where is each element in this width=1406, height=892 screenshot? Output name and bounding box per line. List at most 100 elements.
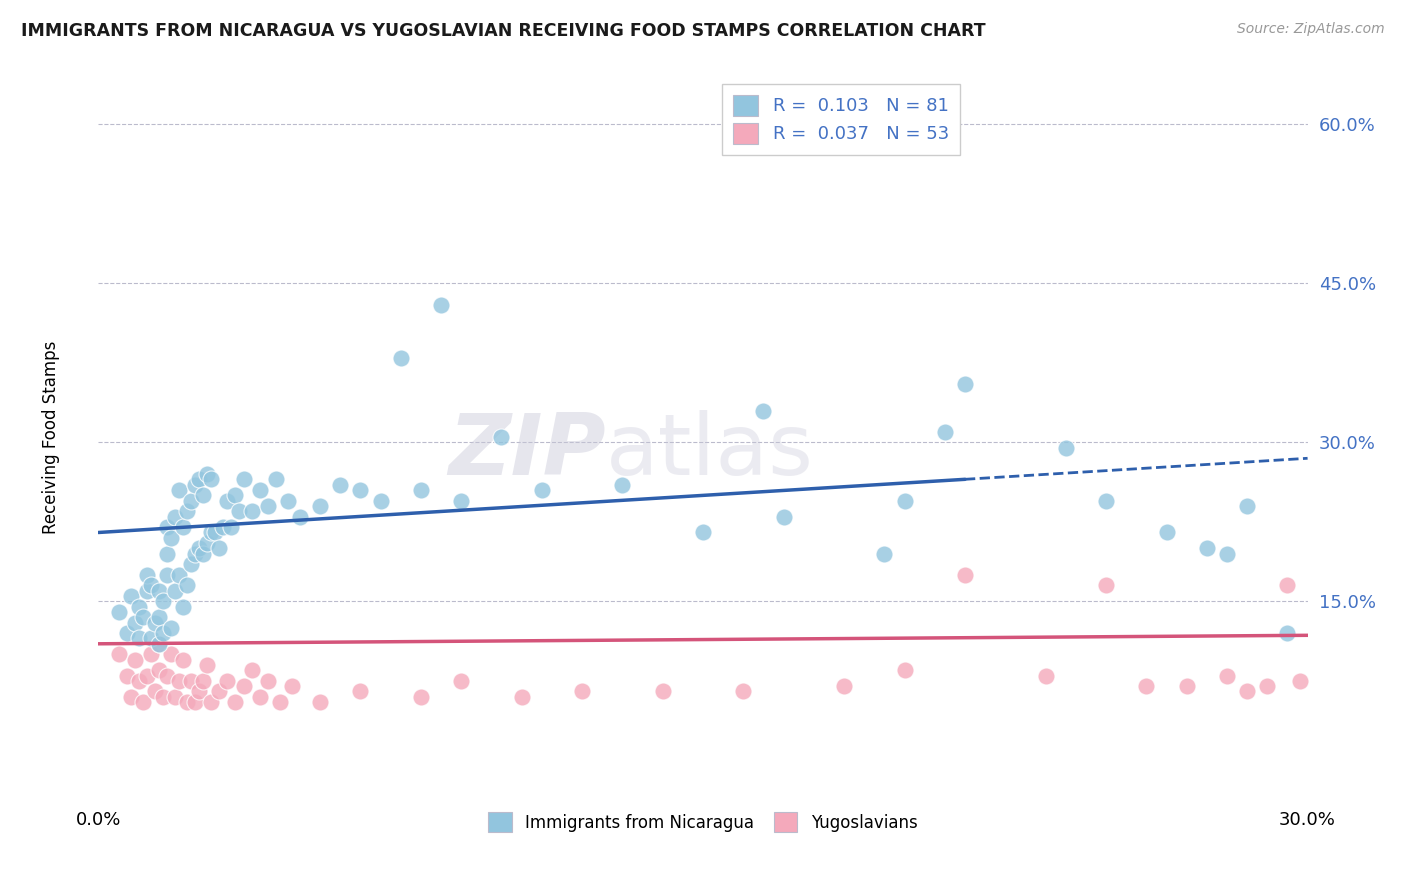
- Point: [172, 599, 194, 614]
- Point: [491, 430, 513, 444]
- Point: [430, 297, 453, 311]
- Point: [107, 605, 129, 619]
- Point: [232, 679, 254, 693]
- Y-axis label: Receiving Food Stamps: Receiving Food Stamps: [42, 341, 60, 533]
- Point: [510, 690, 533, 704]
- Point: [1216, 668, 1239, 682]
- Point: [124, 653, 146, 667]
- Point: [200, 695, 222, 709]
- Point: [1236, 684, 1258, 698]
- Point: [176, 578, 198, 592]
- Point: [281, 679, 304, 693]
- Point: [1256, 679, 1278, 693]
- Point: [193, 547, 215, 561]
- Point: [1288, 673, 1310, 688]
- Point: [256, 499, 278, 513]
- Legend: Immigrants from Nicaragua, Yugoslavians: Immigrants from Nicaragua, Yugoslavians: [482, 805, 924, 838]
- Point: [217, 493, 239, 508]
- Point: [1095, 578, 1118, 592]
- Point: [156, 547, 179, 561]
- Point: [160, 648, 183, 662]
- Point: [156, 567, 179, 582]
- Point: [188, 541, 211, 556]
- Point: [349, 684, 371, 698]
- Point: [115, 626, 138, 640]
- Point: [212, 520, 235, 534]
- Point: [188, 684, 211, 698]
- Point: [370, 493, 392, 508]
- Point: [530, 483, 553, 497]
- Point: [612, 477, 634, 491]
- Point: [160, 621, 183, 635]
- Point: [224, 488, 246, 502]
- Point: [221, 520, 243, 534]
- Point: [163, 509, 186, 524]
- Point: [256, 673, 278, 688]
- Point: [571, 684, 593, 698]
- Point: [752, 403, 775, 417]
- Point: [163, 583, 186, 598]
- Text: IMMIGRANTS FROM NICARAGUA VS YUGOSLAVIAN RECEIVING FOOD STAMPS CORRELATION CHART: IMMIGRANTS FROM NICARAGUA VS YUGOSLAVIAN…: [21, 22, 986, 40]
- Point: [1035, 668, 1057, 682]
- Point: [132, 610, 155, 624]
- Point: [156, 520, 179, 534]
- Point: [389, 351, 412, 365]
- Point: [873, 547, 896, 561]
- Point: [277, 493, 299, 508]
- Point: [124, 615, 146, 630]
- Point: [832, 679, 855, 693]
- Point: [193, 488, 215, 502]
- Point: [148, 610, 170, 624]
- Point: [135, 583, 157, 598]
- Point: [184, 477, 207, 491]
- Point: [1054, 441, 1077, 455]
- Point: [152, 690, 174, 704]
- Point: [139, 578, 162, 592]
- Point: [450, 493, 472, 508]
- Point: [651, 684, 673, 698]
- Point: [139, 648, 162, 662]
- Point: [180, 558, 202, 572]
- Point: [152, 594, 174, 608]
- Point: [176, 504, 198, 518]
- Point: [195, 536, 218, 550]
- Point: [349, 483, 371, 497]
- Point: [115, 668, 138, 682]
- Point: [148, 637, 170, 651]
- Point: [733, 684, 755, 698]
- Point: [200, 473, 222, 487]
- Point: [893, 493, 915, 508]
- Point: [1195, 541, 1218, 556]
- Point: [180, 673, 202, 688]
- Point: [228, 504, 250, 518]
- Point: [217, 673, 239, 688]
- Point: [107, 648, 129, 662]
- Point: [240, 504, 263, 518]
- Point: [156, 668, 179, 682]
- Point: [172, 520, 194, 534]
- Point: [1216, 547, 1239, 561]
- Point: [450, 673, 472, 688]
- Point: [167, 567, 190, 582]
- Point: [135, 668, 157, 682]
- Point: [132, 695, 155, 709]
- Point: [934, 425, 956, 439]
- Text: Source: ZipAtlas.com: Source: ZipAtlas.com: [1237, 22, 1385, 37]
- Point: [188, 473, 211, 487]
- Point: [176, 695, 198, 709]
- Point: [288, 509, 311, 524]
- Point: [195, 658, 218, 673]
- Point: [152, 626, 174, 640]
- Point: [1236, 499, 1258, 513]
- Point: [180, 493, 202, 508]
- Point: [128, 673, 150, 688]
- Point: [692, 525, 714, 540]
- Point: [309, 499, 332, 513]
- Point: [1277, 626, 1299, 640]
- Point: [1277, 578, 1299, 592]
- Point: [163, 690, 186, 704]
- Point: [269, 695, 291, 709]
- Point: [953, 567, 976, 582]
- Point: [172, 653, 194, 667]
- Point: [204, 525, 226, 540]
